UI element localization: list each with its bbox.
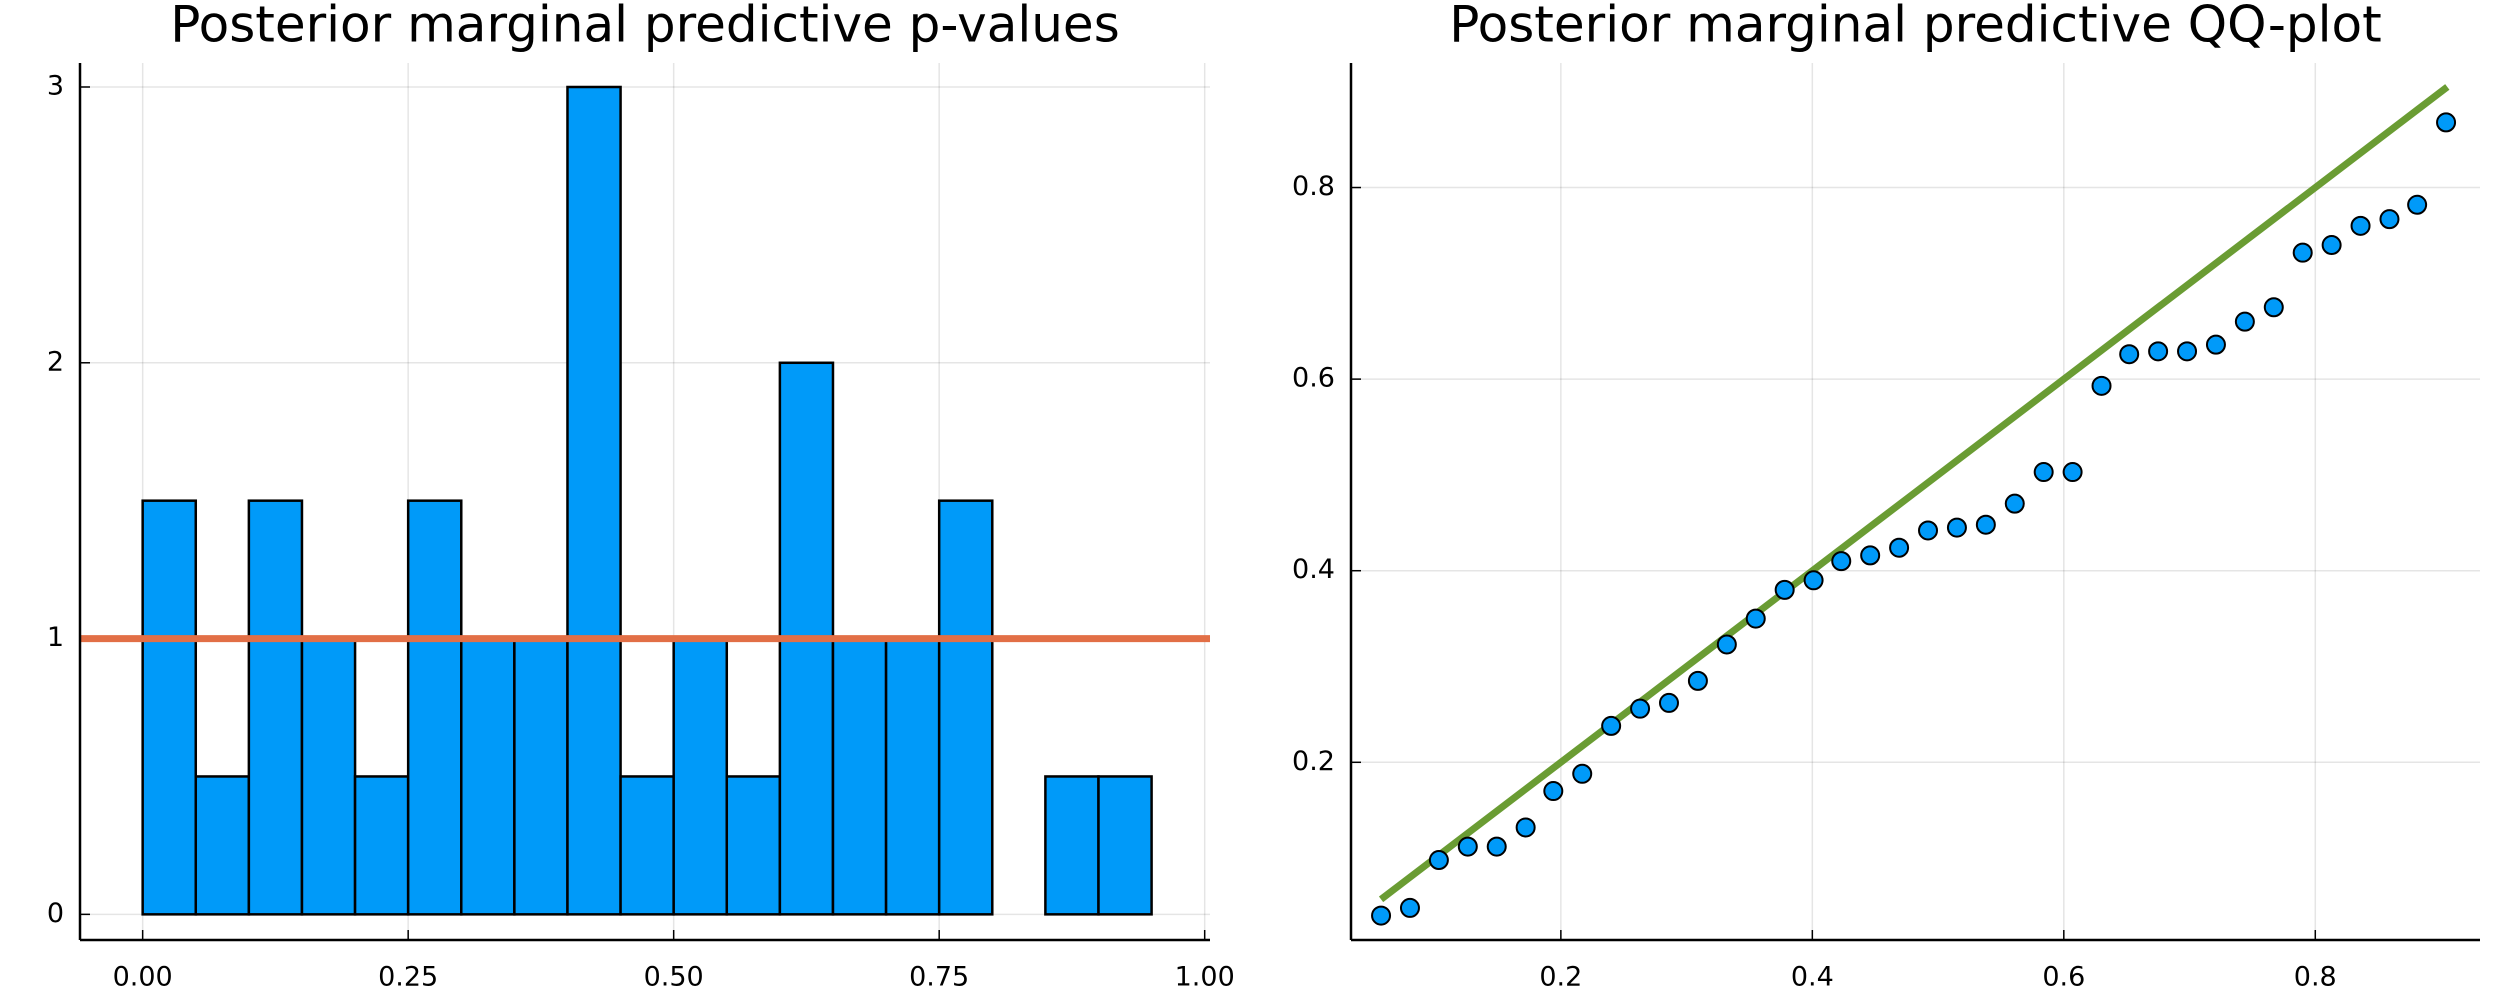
x-tick-label: 0.2 <box>1539 962 1582 993</box>
point <box>1831 551 1852 572</box>
bar <box>672 637 729 916</box>
bar <box>194 775 251 916</box>
point <box>1658 692 1679 713</box>
point <box>2119 344 2140 365</box>
bar <box>406 499 463 916</box>
chart-title: Posterior marginal predictive QQ-plot <box>1449 0 2381 54</box>
x-tick-label: 1.00 <box>1175 962 1235 993</box>
bar <box>141 499 198 916</box>
point <box>2407 194 2428 215</box>
point <box>1515 817 1536 838</box>
bar <box>247 499 304 916</box>
point <box>1716 634 1737 655</box>
x-tick-label: 0.25 <box>378 962 438 993</box>
point <box>1860 545 1881 566</box>
point <box>2379 209 2400 230</box>
point <box>2436 112 2457 133</box>
x-tick-label: 0.00 <box>113 962 173 993</box>
y-tick-label: 3 <box>47 70 64 101</box>
point <box>1486 836 1507 857</box>
x-tick-label: 0.8 <box>2294 962 2337 993</box>
bar <box>831 637 888 916</box>
point <box>2004 493 2025 514</box>
point <box>1630 698 1651 719</box>
y-tick-label: 0.2 <box>1292 746 1335 777</box>
point <box>1803 570 1824 591</box>
point <box>1457 836 1478 857</box>
point <box>2350 215 2371 236</box>
bar <box>884 637 941 916</box>
point <box>1946 517 1967 538</box>
bar <box>566 85 622 916</box>
bar <box>460 637 516 916</box>
point <box>1572 763 1593 784</box>
bar <box>513 637 569 916</box>
point <box>1774 579 1795 600</box>
point <box>1601 715 1622 736</box>
chart-title: Posterior marginal predictive p-values <box>170 0 1120 54</box>
bar <box>300 637 357 916</box>
point <box>2062 462 2083 483</box>
bar <box>353 775 410 916</box>
point <box>1371 905 1392 926</box>
y-tick-label: 0.4 <box>1292 554 1335 585</box>
point <box>2234 311 2255 332</box>
point <box>1399 897 1420 918</box>
x-tick-label: 0.75 <box>909 962 969 993</box>
bar <box>619 775 675 916</box>
point <box>1889 537 1910 558</box>
point <box>1428 850 1449 871</box>
point <box>2033 462 2054 483</box>
point <box>1745 608 1766 629</box>
y-tick-label: 0.8 <box>1292 171 1335 202</box>
point <box>2205 334 2226 355</box>
bar <box>1044 775 1100 916</box>
point <box>2292 242 2313 263</box>
bar <box>725 775 782 916</box>
x-tick-label: 0.4 <box>1791 962 1834 993</box>
reference-line <box>1378 84 2450 903</box>
point <box>2263 297 2284 318</box>
point <box>2321 235 2342 256</box>
x-tick-label: 0.50 <box>644 962 704 993</box>
x-tick-label: 0.6 <box>2042 962 2085 993</box>
y-tick-label: 0.6 <box>1292 363 1335 394</box>
point <box>2091 375 2112 396</box>
y-tick-label: 1 <box>47 622 64 653</box>
point <box>1543 781 1564 802</box>
bar <box>1097 775 1153 916</box>
point <box>1918 520 1939 541</box>
point <box>2177 341 2198 362</box>
bar <box>937 499 994 916</box>
y-tick-label: 0 <box>47 898 64 929</box>
point <box>1687 670 1708 691</box>
y-tick-label: 2 <box>47 346 64 377</box>
point <box>2148 341 2169 362</box>
point <box>1975 514 1996 535</box>
